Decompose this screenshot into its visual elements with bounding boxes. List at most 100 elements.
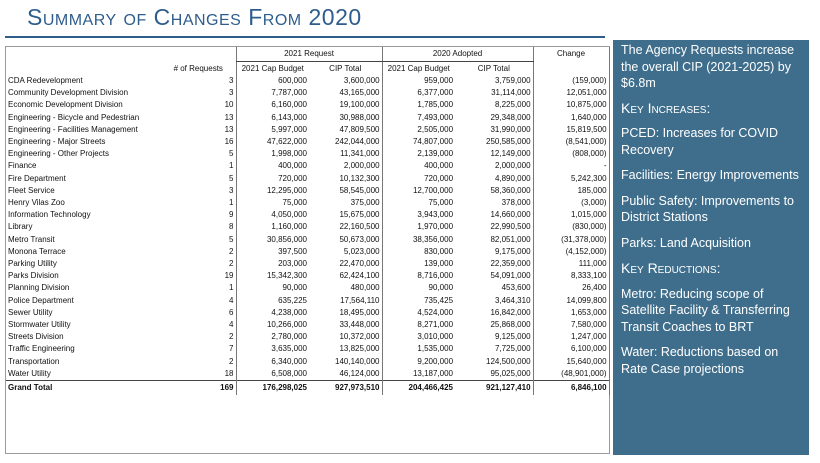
cap-2021-cell: 5,997,000 [235, 123, 309, 137]
table-row: Police Department 4 635,225 17,564,110 735,4… [6, 294, 610, 307]
department-cell: Henry Vilas Zoo [8, 198, 65, 208]
cap-2020-cell: 13,187,000 [412, 368, 454, 378]
cap-2020-cell: 720,000 [424, 173, 454, 183]
change-cell: 6,100,000 [533, 343, 610, 356]
requests-cell: 1 [229, 161, 234, 171]
department-cell: Fire Department [8, 173, 66, 183]
table-row: Stormwater Utility 4 10,266,000 33,448,000 8… [6, 319, 610, 332]
requests-cell: 16 [224, 137, 234, 147]
change-cell: 1,653,000 [533, 306, 610, 320]
cap-2021-cell: 6,160,000 [235, 99, 309, 112]
cap-2021-cell: 3,635,000 [235, 343, 309, 356]
cap-2020-cell: 90,000 [428, 283, 454, 293]
requests-cell: 4 [229, 295, 234, 305]
change-cell: (830,000) [533, 221, 610, 234]
cip-2021-cell: 375,000 [309, 197, 383, 210]
cap-2021-cell: 400,000 [235, 160, 309, 173]
requests-cell: 9 [229, 210, 234, 220]
cip-2021-cell: 22,470,000 [309, 258, 383, 271]
change-cell: 1,015,000 [533, 209, 610, 222]
department-cell: Monona Terrace [8, 246, 66, 256]
department-cell: Sewer Utility [8, 307, 53, 317]
cap-2021-cell: 1,998,000 [235, 148, 309, 161]
cip-2021-cell: 480,000 [309, 282, 383, 295]
department-cell: Economic Development Division [8, 100, 123, 110]
requests-cell: 3 [229, 185, 234, 195]
cip-2021-cell: 13,825,000 [309, 343, 383, 356]
cip-2020-cell: 22,990,500 [455, 221, 534, 234]
cip-2021-cell: 15,675,000 [309, 209, 383, 222]
cap-2021-cell: 1,160,000 [235, 221, 309, 234]
change-cell: (808,000) [533, 148, 610, 161]
requests-cell: 3 [229, 88, 234, 98]
department-cell: Metro Transit [8, 234, 55, 244]
cap-2020-cell: 38,356,000 [412, 234, 454, 244]
requests-cell: 3 [229, 76, 234, 85]
cap-2020-cell: 12,700,000 [412, 185, 454, 195]
department-cell: Library [8, 222, 33, 232]
reduction-item: Metro: Reducing scope of Satellite Facil… [621, 286, 790, 334]
cip-2020-cell: 58,360,000 [455, 184, 534, 198]
cap-2020-cell: 4,524,000 [417, 307, 454, 317]
cip-2021-cell: 10,132,300 [309, 172, 383, 185]
cap-2020-header: 2021 Cap Budget [387, 64, 450, 73]
change-cell: 185,000 [533, 184, 610, 198]
requests-cell: 1 [229, 283, 234, 293]
department-cell: Engineering - Other Projects [8, 149, 109, 159]
cap-2020-cell: 400,000 [424, 161, 454, 171]
cip-2020-cell: 14,660,000 [455, 209, 534, 222]
cap-2021-cell: 12,295,000 [235, 184, 309, 198]
department-cell: Traffic Engineering [8, 344, 75, 354]
department-cell: Information Technology [8, 210, 91, 220]
group-2020-adopted: 2020 Adopted [382, 47, 534, 62]
cap-2021-cell: 47,622,000 [235, 136, 309, 149]
cap-2020-cell: 2,505,000 [417, 124, 454, 134]
requests-cell: 19 [224, 271, 234, 281]
cap-2021-cell: 600,000 [235, 75, 309, 88]
requests-cell: 2 [229, 259, 234, 269]
cip-2020-cell: 7,725,000 [455, 343, 534, 356]
requests-cell: 13 [224, 112, 234, 122]
cap-2021-header: 2021 Cap Budget [235, 61, 309, 75]
cip-2020-cell: 29,348,000 [455, 111, 534, 124]
cip-2020-cell: 2,000,000 [455, 160, 534, 173]
cip-2021-header: CIP Total [309, 61, 383, 75]
requests-cell: 169 [161, 380, 236, 396]
cip-2020-cell: 9,175,000 [455, 245, 534, 259]
cap-2021-cell: 635,225 [235, 294, 309, 307]
table-row: Fleet Service 3 12,295,000 58,545,000 12,700… [6, 184, 610, 198]
table-row: Fire Department 5 720,000 10,132,300 720,000… [6, 172, 610, 185]
table-row: Parks Division 19 15,342,300 62,424,100 8,71… [6, 270, 610, 283]
change-cell: 26,400 [533, 282, 610, 295]
cip-2021-cell: 46,124,000 [309, 367, 383, 381]
department-cell: Stormwater Utility [8, 320, 71, 330]
cip-2021-cell: 11,341,000 [309, 148, 383, 161]
department-cell: CDA Redevelopment [8, 76, 83, 85]
cip-2021-cell: 2,000,000 [309, 160, 383, 173]
requests-cell: 1 [229, 198, 234, 208]
table-row: Henry Vilas Zoo 1 75,000 375,000 75,000 378,0… [6, 197, 610, 210]
requests-cell: 5 [229, 149, 234, 159]
requests-cell: 2 [229, 332, 234, 342]
table-row: Metro Transit 5 30,856,000 50,673,000 38,356… [6, 233, 610, 246]
requests-cell: 2 [229, 356, 234, 366]
cap-2020-cell: 3,010,000 [417, 332, 454, 342]
table-row: Planning Division 1 90,000 480,000 90,000 453… [6, 282, 610, 295]
cip-2021-cell: 927,973,510 [309, 380, 383, 396]
cap-2021-cell: 720,000 [235, 172, 309, 185]
change-cell: 12,051,000 [533, 87, 610, 100]
cip-2021-cell: 50,673,000 [309, 233, 383, 246]
change-cell: (8,541,000) [533, 136, 610, 149]
increase-item: Facilities: Energy Improvements [621, 168, 799, 182]
cip-2020-cell: 12,149,000 [455, 148, 534, 161]
cip-2021-cell: 43,165,000 [309, 87, 383, 100]
requests-cell: 5 [229, 173, 234, 183]
cip-2020-cell: 3,759,000 [455, 75, 534, 88]
cap-2020-cell: 75,000 [428, 198, 454, 208]
cip-2020-cell: 921,127,410 [455, 380, 534, 396]
cap-2021-cell: 2,780,000 [235, 331, 309, 344]
department-cell: Streets Division [8, 332, 64, 342]
change-cell: 5,242,300 [533, 172, 610, 185]
table-row: Water Utility 18 6,508,000 46,124,000 13,187… [6, 367, 610, 381]
requests-header: # of Requests [173, 63, 223, 73]
